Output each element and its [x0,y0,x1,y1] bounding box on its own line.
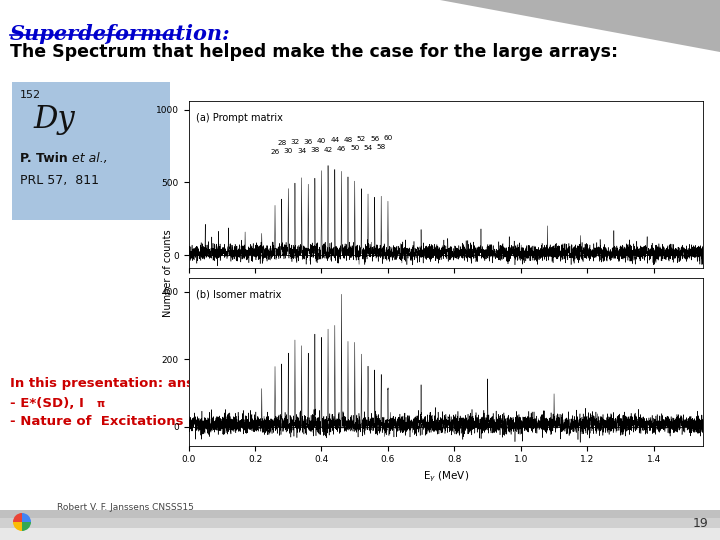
Text: SOME: SOME [253,377,296,390]
Text: 19: 19 [692,517,708,530]
Text: 40: 40 [317,138,326,144]
Text: PRL 57,  811: PRL 57, 811 [20,174,99,187]
Text: 38: 38 [310,147,320,153]
Text: (a) Prompt matrix: (a) Prompt matrix [197,113,283,123]
Text: 26: 26 [271,149,279,155]
Text: (b) Isomer matrix: (b) Isomer matrix [197,290,282,300]
Text: 34: 34 [297,147,306,154]
Text: Number of counts: Number of counts [163,229,174,316]
Text: of the questions about physics at 2:1 deformation:: of the questions about physics at 2:1 de… [293,377,679,390]
Bar [0,518,720,528]
Text: The Spectrum that helped make the case for the large arrays:: The Spectrum that helped make the case f… [10,43,618,61]
Text: 58: 58 [377,144,386,150]
Text: 28: 28 [277,140,287,146]
X-axis label: E$_\gamma$ (MeV): E$_\gamma$ (MeV) [423,470,469,484]
Text: et al.,: et al., [72,152,108,165]
Text: 60: 60 [383,135,392,141]
Text: - Nature of  Excitations in SD well: - Nature of Excitations in SD well [10,415,263,428]
Text: 46: 46 [337,146,346,152]
Text: 54: 54 [364,145,373,151]
Bar [0,510,720,518]
Text: 152: 152 [20,90,41,100]
Wedge shape [22,522,31,531]
Wedge shape [13,522,22,531]
Text: 50: 50 [350,145,359,151]
Text: Robert V. F. Janssens CNSSS15: Robert V. F. Janssens CNSSS15 [57,503,194,512]
Text: - E*(SD), I: - E*(SD), I [10,397,84,410]
Text: Superdeformation:: Superdeformation: [10,24,230,44]
Text: 48: 48 [343,137,353,143]
Text: 36: 36 [304,139,312,145]
Text: Dy: Dy [33,104,75,135]
Text: P. Twin: P. Twin [20,152,72,165]
Text: 52: 52 [356,136,366,143]
FancyBboxPatch shape [12,82,170,220]
Text: π: π [97,399,105,409]
Text: In this presentation: answers to: In this presentation: answers to [10,377,254,390]
Text: 32: 32 [290,139,300,145]
Wedge shape [13,513,22,522]
Text: 56: 56 [370,136,379,141]
Polygon shape [440,0,720,52]
Wedge shape [22,513,31,522]
Bar [0,528,720,540]
Text: 30: 30 [284,148,293,154]
Text: 44: 44 [330,138,339,144]
Text: 42: 42 [323,146,333,152]
